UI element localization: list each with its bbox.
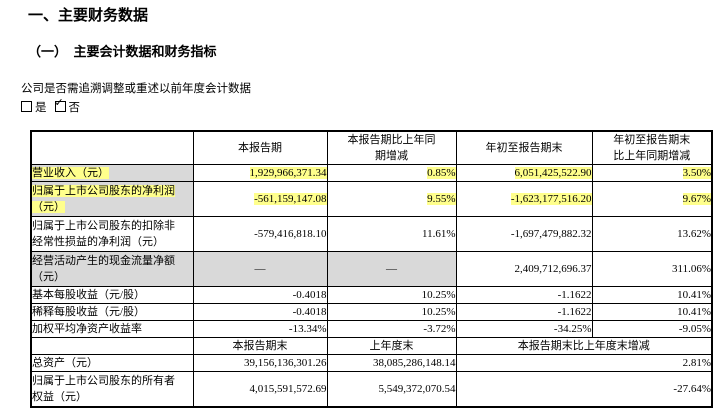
header-end-current: 本报告期末 [192,337,328,355]
value-cell: 5,549,372,070.54 [326,371,457,407]
table-row-diluted-eps: 稀释每股收益（元/股） -0.4018 10.25% -1.1622 10.41… [30,303,713,321]
value-cell: 3.50% [591,164,713,182]
row-label-cell: 总资产（元） [30,354,194,372]
checkbox-checked-icon: ✓ [54,97,66,112]
page-title: 一、主要财务数据 [28,7,149,24]
value-cell: 13.62% [591,216,713,252]
row-label-cell: 经营活动产生的现金流量净额 （元） [30,251,194,287]
value-cell: -0.4018 [192,286,328,304]
header-end-prev: 上年度末 [326,337,457,355]
checkbox-unchecked-icon [21,101,32,112]
value-cell: 10.41% [591,286,713,304]
value-cell: 311.06% [591,251,713,287]
option-no: ✓ 否 [54,97,81,114]
value-cell: -561,159,147.08 [192,181,328,217]
header-end-change: 本报告期末比上年度末增减 [455,337,713,355]
header-blank-cell [30,337,194,355]
value-cell: -34.25% [455,320,593,338]
subsection-title: （一） 主要会计数据和财务指标 [28,44,217,59]
option-no-label: 否 [68,102,81,114]
table-row-net-profit-excl-nonrecurring: 归属于上市公司股东的扣除非 经常性损益的净利润（元） -579,416,818.… [30,216,713,252]
row-label-cell: 归属于上市公司股东的扣除非 经常性损益的净利润（元） [30,216,194,252]
value-cell: -0.4018 [192,303,328,321]
value-cell: 2.81% [455,354,713,372]
value-cell: -3.72% [326,320,457,338]
value-cell: -27.64% [455,371,713,407]
value-cell: — [192,251,328,287]
value-cell: -9.05% [591,320,713,338]
table-header-yearend: 本报告期末 上年度末 本报告期末比上年度末增减 [30,337,713,355]
table-row-total-assets: 总资产（元） 39,156,136,301.26 38,085,286,148.… [30,354,713,372]
value-cell: 11.61% [326,216,457,252]
header-current-period-change: 本报告期比上年同 期增减 [326,130,457,165]
value-cell: 38,085,286,148.14 [326,354,457,372]
restatement-answer: 是 ✓ 否 [21,97,88,115]
row-label-cell: 基本每股收益（元/股） [30,286,194,304]
value-cell: -1.1622 [455,286,593,304]
row-label-cell: 加权平均净资产收益率 [30,320,194,338]
header-current-period: 本报告期 [192,130,328,165]
value-cell: 1,929,966,371.34 [192,164,328,182]
value-cell: 10.25% [326,286,457,304]
header-blank-cell [30,130,194,165]
value-cell: 4,015,591,572.69 [192,371,328,407]
financial-table: 本报告期 本报告期比上年同 期增减 年初至报告期末 年初至报告期末 比上年同期增… [30,130,713,408]
value-cell: -1.1622 [455,303,593,321]
option-yes-label: 是 [35,102,47,114]
row-label-cell: 营业收入（元） [30,164,194,182]
header-ytd: 年初至报告期末 [455,130,593,165]
value-cell: -1,623,177,516.20 [455,181,593,217]
table-row-net-profit: 归属于上市公司股东的净利润 （元） -561,159,147.08 9.55% … [30,181,713,217]
table-row-revenue: 营业收入（元） 1,929,966,371.34 0.85% 6,051,425… [30,164,713,182]
value-cell: 10.41% [591,303,713,321]
value-cell: -579,416,818.10 [192,216,328,252]
row-label-cell: 归属于上市公司股东的净利润 （元） [30,181,194,217]
value-cell: 9.67% [591,181,713,217]
value-cell: 0.85% [326,164,457,182]
header-ytd-change: 年初至报告期末 比上年同期增减 [591,130,713,165]
value-cell: — [326,251,457,287]
row-label-cell: 归属于上市公司股东的所有者 权益（元） [30,371,194,407]
option-yes: 是 [21,101,47,114]
value-cell: 2,409,712,696.37 [455,251,593,287]
value-cell: 6,051,425,522.90 [455,164,593,182]
table-row-equity: 归属于上市公司股东的所有者 权益（元） 4,015,591,572.69 5,5… [30,371,713,407]
table-row-operating-cash-flow: 经营活动产生的现金流量净额 （元） — — 2,409,712,696.37 3… [30,251,713,287]
table-row-weighted-avg-roe: 加权平均净资产收益率 -13.34% -3.72% -34.25% -9.05% [30,320,713,338]
value-cell: 39,156,136,301.26 [192,354,328,372]
check-icon: ✓ [54,96,64,109]
table-row-basic-eps: 基本每股收益（元/股） -0.4018 10.25% -1.1622 10.41… [30,286,713,304]
value-cell: -13.34% [192,320,328,338]
table-header-period: 本报告期 本报告期比上年同 期增减 年初至报告期末 年初至报告期末 比上年同期增… [30,130,713,165]
row-label-cell: 稀释每股收益（元/股） [30,303,194,321]
value-cell: 9.55% [326,181,457,217]
value-cell: -1,697,479,882.32 [455,216,593,252]
value-cell: 10.25% [326,303,457,321]
restatement-question: 公司是否需追溯调整或重述以前年度会计数据 [21,83,251,95]
